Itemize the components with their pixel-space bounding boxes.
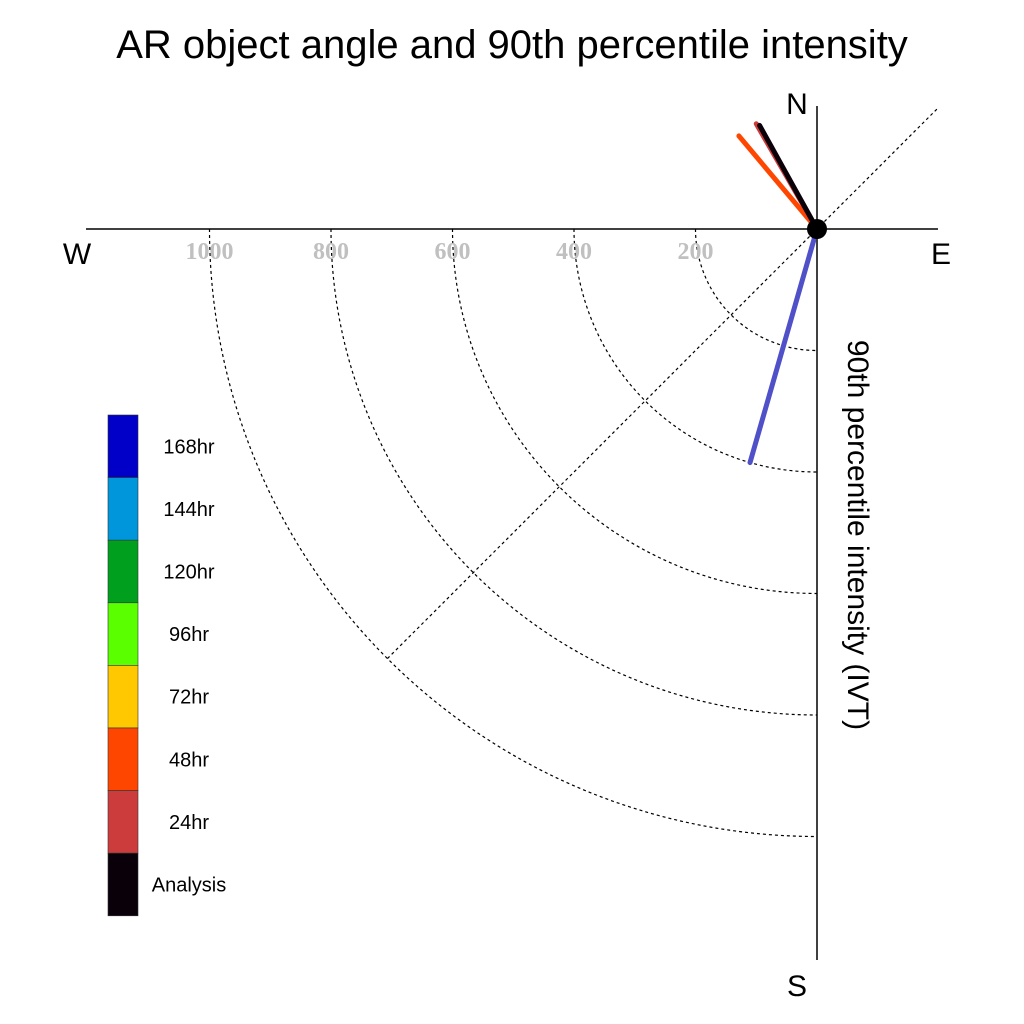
west-label: W: [63, 238, 92, 271]
tick-label-200: 200: [678, 239, 714, 265]
legend-label-120hr: 120hr: [163, 562, 214, 584]
legend-swatch-48hr: [107, 727, 139, 791]
legend-label-analysis: Analysis: [152, 875, 226, 897]
legend-swatch-144hr: [107, 477, 139, 541]
legend-label-144hr: 144hr: [163, 499, 214, 521]
series-vectors: [736, 121, 820, 466]
south-label: S: [787, 970, 807, 1003]
legend-label-48hr: 48hr: [169, 749, 209, 771]
grid-arc-1: [694, 228, 818, 352]
grid-arc-5: [208, 228, 818, 838]
legend-label-24hr: 24hr: [169, 812, 209, 834]
tick-label-400: 400: [556, 239, 592, 265]
diagonal-guide: [387, 107, 939, 659]
y-axis-label: 90th percentile intensity (IVT): [841, 340, 874, 730]
north-label: N: [786, 88, 808, 121]
vector-48hr: [736, 133, 820, 232]
origin-marker: [807, 219, 827, 239]
grid-arc-4: [330, 228, 818, 716]
grid: [208, 107, 939, 838]
radial-tick-labels: 200 400 600 800 1000: [186, 239, 714, 265]
legend-label-72hr: 72hr: [169, 687, 209, 709]
legend-label-168hr: 168hr: [163, 436, 214, 458]
legend-swatch-72hr: [107, 665, 139, 729]
east-label: E: [931, 238, 951, 271]
legend-swatch-24hr: [107, 790, 139, 854]
tick-label-1000: 1000: [186, 239, 234, 265]
vector-168hr: [747, 226, 820, 466]
legend-swatch-120hr: [107, 539, 139, 604]
legend-swatch-analysis: [107, 852, 139, 917]
legend-swatch-96hr: [107, 602, 139, 666]
legend: 168hr 144hr 120hr 96hr 72hr 48hr 24hr Analysis: [107, 414, 226, 917]
vector-analysis: [757, 122, 820, 232]
grid-arc-2: [573, 228, 818, 473]
grid-arc-3: [451, 228, 818, 595]
legend-swatch-168hr: [107, 414, 139, 478]
chart-title: AR object angle and 90th percentile inte…: [116, 23, 908, 67]
legend-label-96hr: 96hr: [169, 624, 209, 646]
tick-label-600: 600: [435, 239, 471, 265]
tick-label-800: 800: [313, 239, 349, 265]
